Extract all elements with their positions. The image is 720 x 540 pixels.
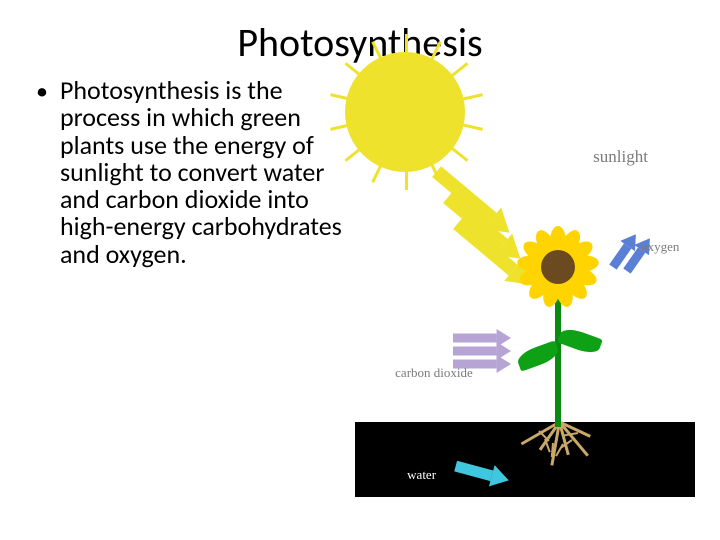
flower-center [541, 250, 575, 284]
content-row: • Photosynthesis is the process in which… [0, 67, 720, 497]
bullet-item: • Photosynthesis is the process in which… [30, 77, 345, 268]
label-oxygen: oxygen [641, 239, 679, 255]
photosynthesis-diagram: sunlight oxygen carbon dioxide water [355, 77, 690, 497]
plant-leaf [557, 325, 603, 356]
label-carbon_dioxide: carbon dioxide [395, 365, 473, 381]
soil-region [355, 422, 695, 497]
sun-ray [405, 34, 408, 112]
label-sunlight: sunlight [593, 147, 648, 167]
label-water: water [407, 467, 436, 483]
plant-leaf [515, 340, 561, 371]
page-title: Photosynthesis [0, 0, 720, 67]
sun-ray [405, 112, 408, 190]
text-column: • Photosynthesis is the process in which… [30, 77, 355, 497]
bullet-icon: • [36, 77, 48, 107]
body-text: Photosynthesis is the process in which g… [60, 77, 345, 268]
